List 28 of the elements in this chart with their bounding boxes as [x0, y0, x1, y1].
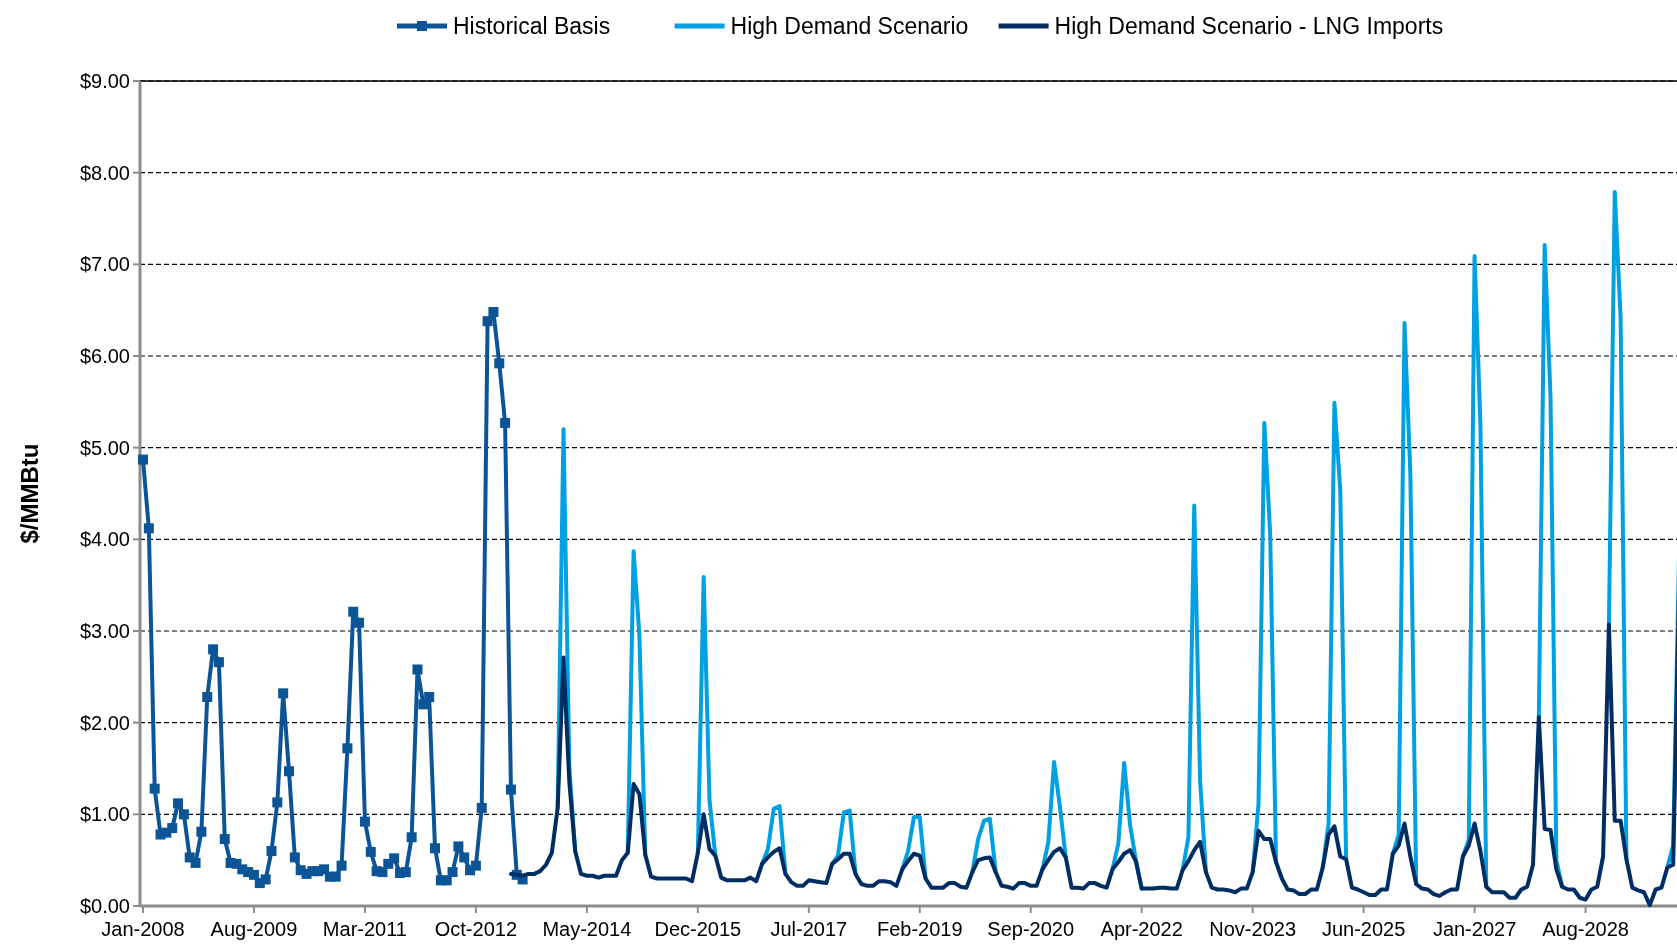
x-tick-label: Jan-2027: [1432, 918, 1517, 940]
x-tick-label: Apr-2022: [1100, 918, 1183, 940]
y-tick-label: $6.00: [79, 345, 130, 367]
y-tick-label: $1.00: [79, 803, 130, 826]
x-tick-label: Jun-2025: [1321, 918, 1406, 940]
y-tick-label: $7.00: [79, 253, 130, 276]
x-tick-label: Dec-2015: [654, 918, 742, 940]
y-tick-label: $4.00: [79, 528, 130, 551]
x-tick-label: Feb-2019: [876, 918, 963, 940]
x-tick-label: Jan-2008: [101, 918, 185, 940]
y-tick-label: $2.00: [79, 711, 130, 734]
y-tick-label: $0.00: [79, 895, 130, 917]
legend-label: Historical Basis: [453, 13, 611, 40]
legend-label: High Demand Scenario: [730, 13, 969, 40]
x-tick-label: Aug-2028: [1542, 918, 1629, 940]
y-tick-label: $3.00: [79, 620, 130, 642]
legend-label: High Demand Scenario - LNG Imports: [1054, 13, 1444, 40]
x-tick-label: Jul-2017: [770, 918, 848, 940]
x-tick-label: May-2014: [542, 918, 632, 940]
y-axis-title: $/MMBtu: [16, 443, 43, 544]
x-tick-label: Sep-2020: [987, 918, 1075, 940]
y-tick-label: $8.00: [79, 161, 130, 184]
x-tick-label: Nov-2023: [1209, 918, 1297, 940]
x-tick-label: Mar-2011: [322, 918, 407, 940]
y-tick-label: $9.00: [79, 70, 130, 92]
x-tick-label: Oct-2012: [434, 918, 518, 940]
y-tick-label: $5.00: [79, 436, 130, 459]
x-tick-label: Aug-2009: [210, 918, 298, 940]
